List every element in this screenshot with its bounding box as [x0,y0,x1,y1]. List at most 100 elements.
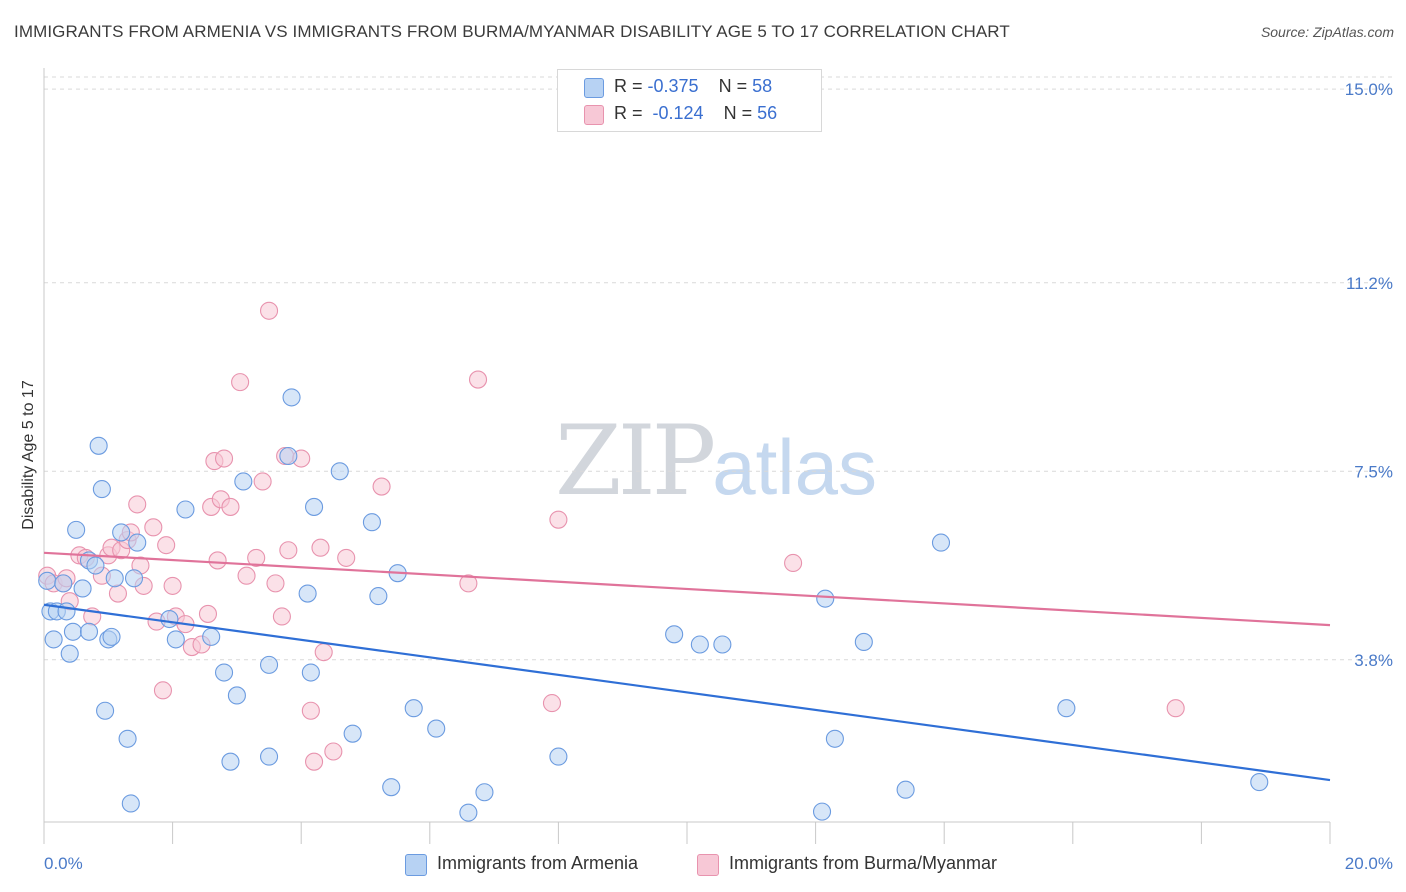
source-label: Source: ZipAtlas.com [1260,24,1394,40]
x-tick-label: 20.0% [1345,854,1393,873]
series-burma-points [38,301,1185,771]
armenia-point [92,480,111,499]
burma-point [301,701,320,720]
armenia-point [427,719,446,738]
burma-point [247,548,266,567]
armenia-point [112,523,131,542]
armenia-point [128,533,147,552]
burma-point [784,553,803,573]
armenia-point [227,686,246,705]
armenia-point [330,462,349,481]
axes [43,68,1331,844]
armenia-point [121,794,140,813]
armenia-point [1250,773,1269,792]
burma-point [266,574,285,593]
burma-point [153,681,173,700]
armenia-point [221,752,240,771]
armenia-point [343,724,362,743]
legend-r-label: R = [614,103,648,123]
armenia-point [166,630,185,649]
burma-point [468,370,488,389]
burma-point [272,607,291,626]
armenia-point [459,803,478,822]
armenia-point [475,783,494,802]
armenia-point [713,635,732,654]
y-tick-label: 11.2% [1346,274,1393,293]
burma-point [221,497,240,516]
armenia-point [89,436,108,455]
burma-point [128,495,147,514]
chart-title: IMMIGRANTS FROM ARMENIA VS IMMIGRANTS FR… [14,22,1010,41]
correlation-legend: R = -0.375 N = 58 R = -0.124 N = 56 [557,69,822,132]
bottom-legend-label-armenia: Immigrants from Armenia [437,853,639,873]
burma-point [253,472,272,491]
armenia-point [176,500,195,519]
armenia-point [369,587,388,606]
armenia-point [60,644,79,663]
burma-point [1166,699,1185,718]
legend-swatch-armenia [584,78,604,98]
bottom-legend-swatch-burma [697,854,719,876]
armenia-point [404,699,423,718]
watermark: ZIPatlas [555,405,877,517]
bottom-legend-label-burma: Immigrants from Burma/Myanmar [729,853,998,873]
series-armenia-points [38,388,1269,822]
trend-line-burma [43,551,1331,627]
burma-point [231,373,250,392]
legend-n-label: N = [718,76,753,96]
burma-point [237,566,256,585]
armenia-point [259,655,279,674]
legend-text-armenia: R = -0.375 N = 58 [614,76,772,97]
armenia-point [362,513,381,532]
burma-point [459,574,478,593]
burma-point [208,551,227,570]
burma-point [108,584,127,603]
legend-swatch-burma [584,105,604,125]
burma-point [311,538,330,557]
burma-point [324,742,343,761]
armenia-point [57,602,76,621]
armenia-point [1057,699,1076,718]
armenia-point [931,533,951,552]
armenia-point [665,625,684,644]
armenia-point [301,663,320,682]
armenia-point [305,497,324,516]
burma-point [372,477,391,496]
armenia-point [102,627,121,646]
burma-point [337,548,356,567]
armenia-point [38,571,57,590]
armenia-point [79,622,99,641]
armenia-point [812,802,832,821]
armenia-point [279,446,298,466]
y-tick-label: 3.8% [1354,651,1393,670]
armenia-point [234,472,253,491]
burma-point [144,518,163,537]
x-tick-label: 0.0% [44,854,83,873]
armenia-point [259,747,279,766]
legend-r-value: -0.375 [647,76,699,96]
armenia-point [896,780,915,799]
y-tick-label: 15.0% [1345,80,1393,99]
armenia-point [63,622,82,641]
armenia-point [690,635,709,654]
armenia-point [382,778,401,797]
armenia-point [86,556,105,575]
armenia-point [298,584,317,603]
legend-r-label: R = [614,76,648,96]
armenia-point [214,663,234,682]
y-tick-label: 7.5% [1354,462,1393,481]
armenia-point [73,579,92,598]
burma-point [542,694,562,713]
burma-point [214,449,234,468]
burma-point [157,536,176,555]
armenia-point [96,701,115,720]
legend-text-burma: R = -0.124 N = 56 [614,103,777,124]
trend-line-armenia [43,603,1331,782]
burma-point [259,301,279,320]
bottom-legend-swatch-armenia [405,854,427,876]
burma-point [163,576,182,595]
y-axis-label: Disability Age 5 to 17 [20,380,37,530]
armenia-point [105,569,124,588]
trend-lines [43,551,1331,782]
armenia-point [549,747,568,766]
